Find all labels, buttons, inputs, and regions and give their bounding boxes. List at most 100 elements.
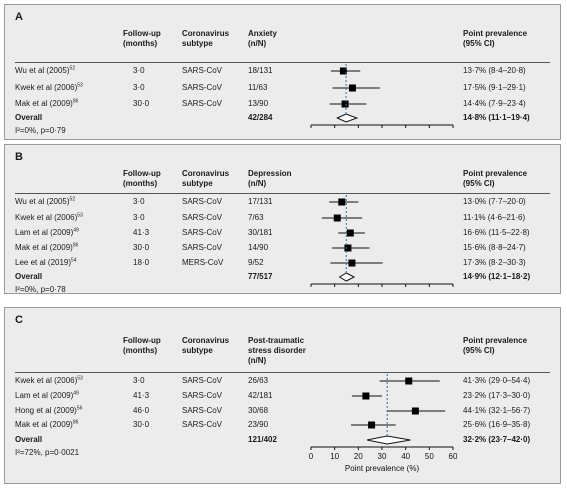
followup-value: 3·0: [133, 197, 145, 206]
study-reference: 53: [77, 375, 83, 382]
x-tick-label: 40: [401, 452, 410, 461]
forest-plot-svg: 0 10 20 30 40 50 60 Point prevalence (%): [309, 374, 458, 473]
followup-value: 46·0: [133, 406, 150, 415]
header-outcome-line: (n/N): [248, 39, 267, 48]
n-over-n-value: 30/181: [248, 228, 273, 237]
header-prevalence-line: Point prevalence: [463, 29, 528, 38]
study-name: Mak et al (2009)86: [15, 242, 79, 252]
study-name: Lam et al (2009)49: [15, 227, 79, 237]
header-rule: [15, 193, 550, 194]
study-reference: 86: [72, 242, 79, 249]
overall-n-over-n: 77/517: [248, 272, 273, 281]
x-tick-label: 20: [354, 452, 363, 461]
study-reference: 49: [73, 390, 79, 397]
overall-diamond: [338, 272, 356, 282]
followup-value: 30·0: [133, 99, 150, 108]
followup-value: 3·0: [133, 66, 145, 75]
point-estimate-marker: [348, 84, 356, 92]
study-name: Mak et al (2009)86: [15, 419, 79, 429]
followup-value: 3·0: [133, 376, 145, 385]
heterogeneity-stat: I²=0%, p=0·79: [15, 126, 66, 135]
overall-n-over-n: 42/284: [248, 113, 273, 122]
study-reference: 86: [72, 98, 79, 105]
n-over-n-value: 30/68: [248, 406, 269, 415]
header-prevalence-line: (95% CI): [463, 39, 495, 48]
header-outcome-line: (n/N): [248, 179, 267, 188]
heterogeneity-stat: I²=0%, p=0·78: [15, 285, 66, 294]
x-tick-label: 10: [330, 452, 339, 461]
header-prevalence: Point prevalence (95% CI): [463, 29, 527, 49]
header-followup-line: (months): [123, 346, 158, 355]
followup-value: 30·0: [133, 243, 150, 252]
prevalence-ci-value: 17·5% (9·1–29·1): [463, 83, 526, 92]
overall-label: Overall: [15, 113, 43, 122]
header-rule: [15, 372, 550, 373]
overall-diamond: [336, 113, 359, 123]
n-over-n-value: 9/52: [248, 258, 264, 267]
n-over-n-value: 26/63: [248, 376, 269, 385]
header-followup-line: (months): [123, 179, 158, 188]
header-subtype-line: subtype: [182, 179, 213, 188]
header-followup-line: Follow-up: [123, 169, 161, 178]
point-estimate-marker: [346, 229, 354, 237]
study-reference: 52: [69, 196, 76, 203]
x-axis-title: Point prevalence (%): [345, 464, 420, 473]
header-followup-line: Follow-up: [123, 336, 161, 345]
study-name: Mak et al (2009)86: [15, 98, 79, 108]
n-over-n-value: 14/90: [248, 243, 269, 252]
n-over-n-value: 7/63: [248, 213, 264, 222]
subtype-value: SARS-CoV: [182, 213, 223, 222]
subtype-value: SARS-CoV: [182, 66, 223, 75]
header-rule: [15, 62, 550, 63]
subtype-value: SARS-CoV: [182, 243, 223, 252]
header-prevalence-line: Point prevalence: [463, 336, 528, 345]
n-over-n-value: 17/131: [248, 197, 273, 206]
overall-prevalence-ci: 32·2% (23·7–42·0): [463, 435, 531, 444]
study-reference: 53: [77, 82, 83, 89]
followup-value: 3·0: [133, 213, 145, 222]
n-over-n-value: 23/90: [248, 420, 269, 429]
prevalence-ci-value: 11·1% (4·6–21·6): [463, 213, 526, 222]
header-followup-line: Follow-up: [123, 29, 161, 38]
point-estimate-marker: [339, 67, 347, 75]
n-over-n-value: 13/90: [248, 99, 269, 108]
point-estimate-marker: [333, 214, 341, 222]
prevalence-ci-value: 13·0% (7·7–20·0): [463, 197, 526, 206]
heterogeneity-stat: I²=72%, p=0·0021: [15, 448, 80, 457]
forest-plot-svg: [310, 64, 454, 128]
prevalence-ci-value: 14·4% (7·9–23·4): [463, 99, 526, 108]
prevalence-ci-value: 44·1% (32·1–56·7): [463, 406, 531, 415]
panel-a: A Follow-up (months) Coronavirus subtype Anxi…: [4, 4, 561, 140]
study-name: Kwek et al (2006)53: [15, 82, 83, 92]
header-subtype-line: Coronavirus: [182, 336, 230, 345]
x-tick-label: 50: [425, 452, 434, 461]
subtype-value: SARS-CoV: [182, 197, 223, 206]
overall-label: Overall: [15, 272, 43, 281]
prevalence-ci-value: 13·7% (8·4–20·8): [463, 66, 526, 75]
overall-label: Overall: [15, 435, 43, 444]
followup-value: 3·0: [133, 83, 145, 92]
study-name: Kwek et al (2006)53: [15, 212, 83, 222]
subtype-value: SARS-CoV: [182, 376, 223, 385]
header-prevalence-line: (95% CI): [463, 179, 495, 188]
study-reference: 52: [69, 65, 76, 72]
study-reference: 56: [76, 405, 83, 412]
study-name: Wu et al (2005)52: [15, 196, 76, 206]
point-estimate-marker: [368, 421, 376, 429]
x-tick-label: 30: [378, 452, 387, 461]
header-prevalence-line: (95% CI): [463, 346, 495, 355]
header-outcome: Anxiety (n/N): [248, 29, 277, 49]
header-followup: Follow-up (months): [123, 29, 161, 49]
panel-c: C Follow-up (months) Coronavirus subtype Post…: [4, 307, 561, 484]
point-estimate-marker: [341, 100, 349, 108]
subtype-value: SARS-CoV: [182, 228, 223, 237]
followup-value: 41·3: [133, 391, 150, 400]
header-outcome-line: Depression: [248, 169, 292, 178]
study-name: Kwek et al (2006)53: [15, 375, 83, 385]
point-estimate-marker: [411, 407, 419, 415]
panel-b: B Follow-up (months) Coronavirus subtype Depr…: [4, 144, 561, 294]
header-prevalence: Point prevalence (95% CI): [463, 336, 527, 356]
study-name: Wu et al (2005)52: [15, 65, 76, 75]
subtype-value: SARS-CoV: [182, 99, 223, 108]
